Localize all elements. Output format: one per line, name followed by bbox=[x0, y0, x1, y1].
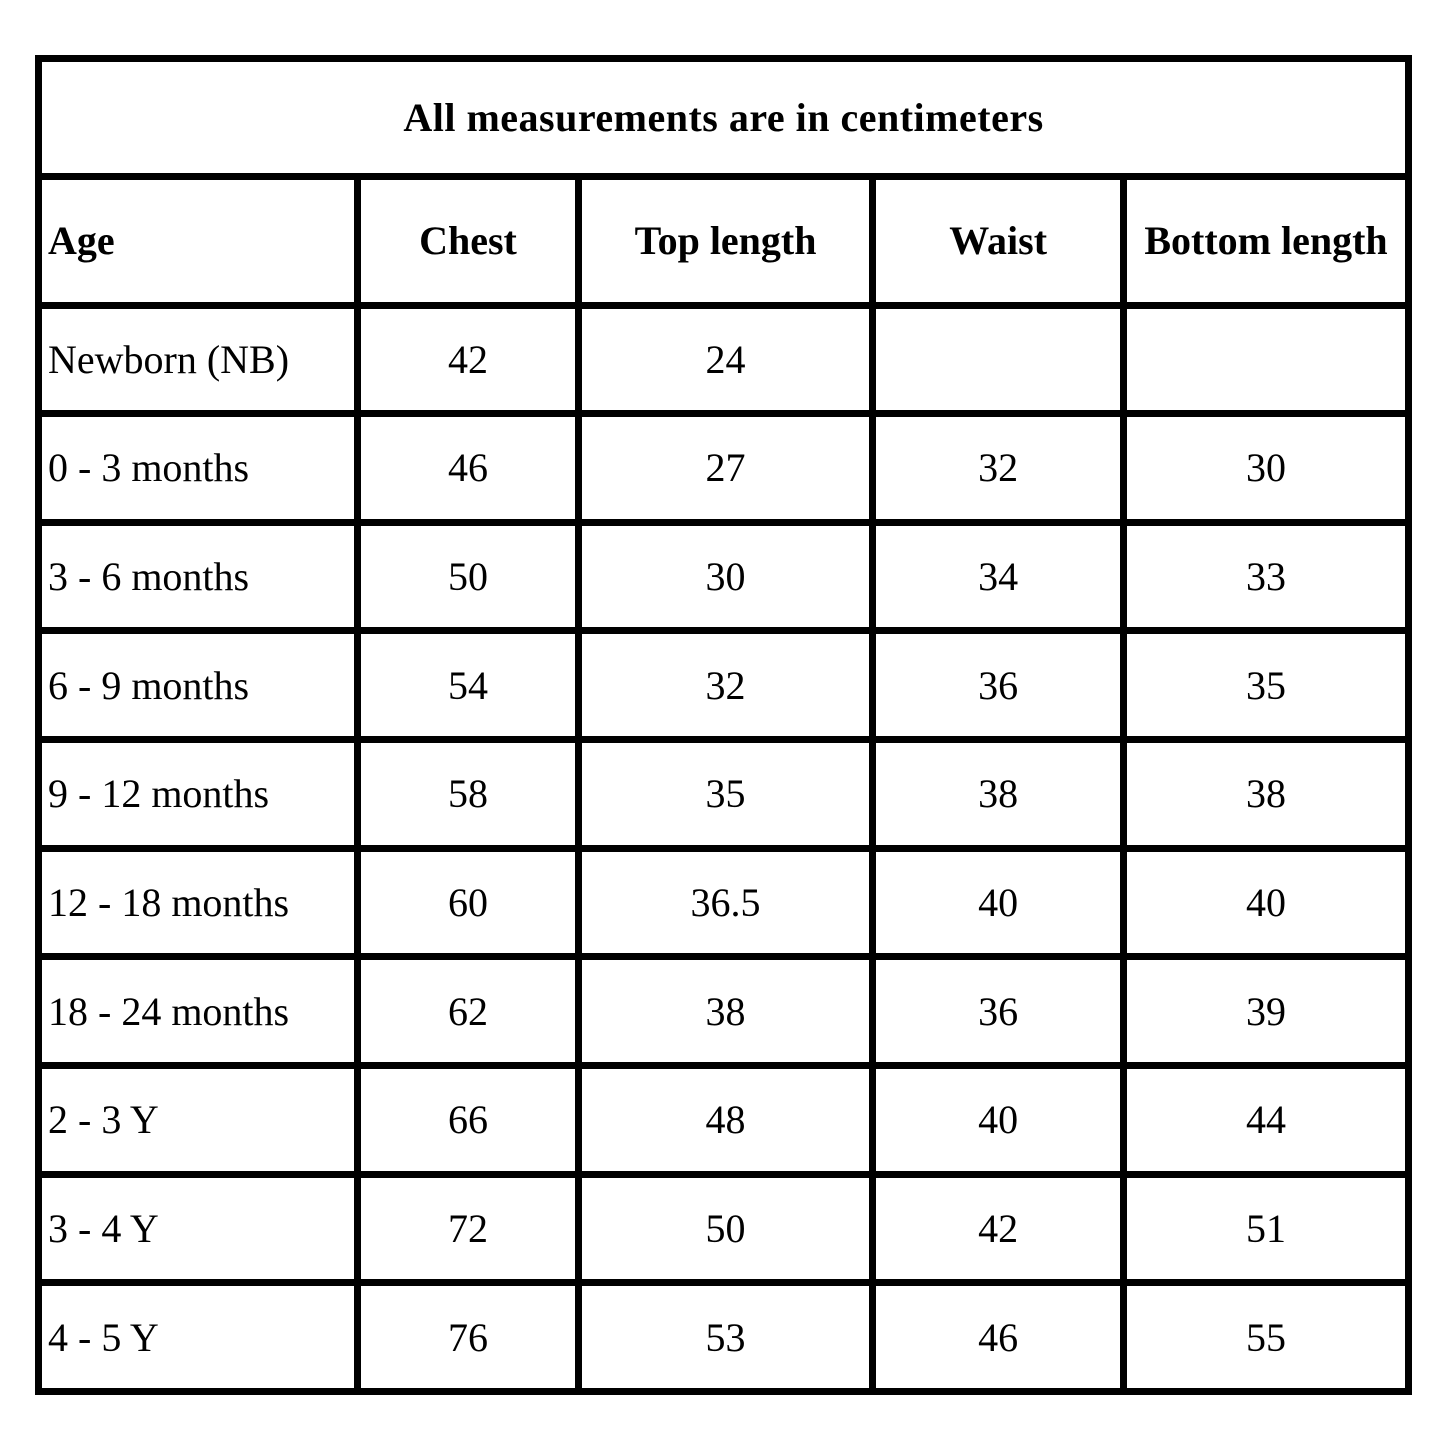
value-cell: 48 bbox=[574, 1062, 877, 1178]
value-cell: 42 bbox=[354, 301, 582, 418]
value-cell: 30 bbox=[1120, 410, 1412, 526]
table-row: 12 - 18 months 60 36.5 40 40 bbox=[34, 844, 1412, 961]
value-cell: 42 bbox=[869, 1170, 1128, 1287]
table-row: 3 - 6 months 50 30 34 33 bbox=[34, 518, 1412, 635]
value-cell: 32 bbox=[869, 410, 1128, 526]
table-row: 3 - 4 Y 72 50 42 51 bbox=[34, 1170, 1412, 1287]
value-cell bbox=[869, 301, 1128, 418]
value-cell: 40 bbox=[1120, 844, 1412, 961]
table-row: 2 - 3 Y 66 48 40 44 bbox=[34, 1062, 1412, 1178]
size-chart-table: All measurements are in centimeters Age … bbox=[34, 54, 1412, 1395]
value-cell: 44 bbox=[1120, 1062, 1412, 1178]
table-row: 0 - 3 months 46 27 32 30 bbox=[34, 410, 1412, 526]
value-cell: 36 bbox=[869, 627, 1128, 744]
value-cell: 46 bbox=[869, 1279, 1128, 1395]
table-row: 9 - 12 months 58 35 38 38 bbox=[34, 736, 1412, 852]
value-cell: 24 bbox=[574, 301, 877, 418]
age-cell: 6 - 9 months bbox=[34, 627, 362, 744]
age-cell: 4 - 5 Y bbox=[34, 1279, 362, 1395]
value-cell: 27 bbox=[574, 410, 877, 526]
value-cell: 33 bbox=[1120, 518, 1412, 635]
table-row: 18 - 24 months 62 38 36 39 bbox=[34, 953, 1412, 1070]
age-cell: 9 - 12 months bbox=[34, 736, 362, 852]
value-cell: 32 bbox=[574, 627, 877, 744]
value-cell: 35 bbox=[1120, 627, 1412, 744]
value-cell: 55 bbox=[1120, 1279, 1412, 1395]
column-header-age: Age bbox=[34, 173, 362, 309]
value-cell: 36 bbox=[869, 953, 1128, 1070]
value-cell: 76 bbox=[354, 1279, 582, 1395]
age-cell: 0 - 3 months bbox=[34, 410, 362, 526]
table-row: 6 - 9 months 54 32 36 35 bbox=[34, 627, 1412, 744]
value-cell: 40 bbox=[869, 1062, 1128, 1178]
value-cell: 38 bbox=[574, 953, 877, 1070]
column-header-waist: Waist bbox=[869, 173, 1128, 309]
value-cell: 53 bbox=[574, 1279, 877, 1395]
age-cell: Newborn (NB) bbox=[34, 301, 362, 418]
value-cell: 39 bbox=[1120, 953, 1412, 1070]
table-row: 4 - 5 Y 76 53 46 55 bbox=[34, 1279, 1412, 1395]
value-cell: 35 bbox=[574, 736, 877, 852]
column-header-top-length: Top length bbox=[574, 173, 877, 309]
age-cell: 18 - 24 months bbox=[34, 953, 362, 1070]
value-cell: 38 bbox=[869, 736, 1128, 852]
value-cell: 46 bbox=[354, 410, 582, 526]
value-cell: 50 bbox=[574, 1170, 877, 1287]
age-cell: 3 - 6 months bbox=[34, 518, 362, 635]
size-chart: All measurements are in centimeters Age … bbox=[34, 54, 1412, 1395]
table-title: All measurements are in centimeters bbox=[35, 54, 1412, 181]
table-header-row: Age Chest Top length Waist Bottom length bbox=[34, 173, 1412, 309]
value-cell bbox=[1120, 301, 1412, 418]
age-cell: 2 - 3 Y bbox=[34, 1062, 362, 1178]
value-cell: 66 bbox=[354, 1062, 582, 1178]
column-header-chest: Chest bbox=[354, 173, 582, 309]
column-header-bottom-length: Bottom length bbox=[1120, 173, 1412, 309]
value-cell: 60 bbox=[354, 844, 582, 961]
value-cell: 72 bbox=[354, 1170, 582, 1287]
value-cell: 62 bbox=[354, 953, 582, 1070]
value-cell: 51 bbox=[1120, 1170, 1412, 1287]
value-cell: 54 bbox=[354, 627, 582, 744]
value-cell: 30 bbox=[574, 518, 877, 635]
table-row: Newborn (NB) 42 24 bbox=[34, 301, 1412, 418]
age-cell: 12 - 18 months bbox=[34, 844, 362, 961]
table-title-row: All measurements are in centimeters bbox=[35, 54, 1412, 181]
value-cell: 40 bbox=[869, 844, 1128, 961]
value-cell: 50 bbox=[354, 518, 582, 635]
value-cell: 34 bbox=[869, 518, 1128, 635]
age-cell: 3 - 4 Y bbox=[34, 1170, 362, 1287]
value-cell: 38 bbox=[1120, 736, 1412, 852]
value-cell: 58 bbox=[354, 736, 582, 852]
value-cell: 36.5 bbox=[574, 844, 877, 961]
